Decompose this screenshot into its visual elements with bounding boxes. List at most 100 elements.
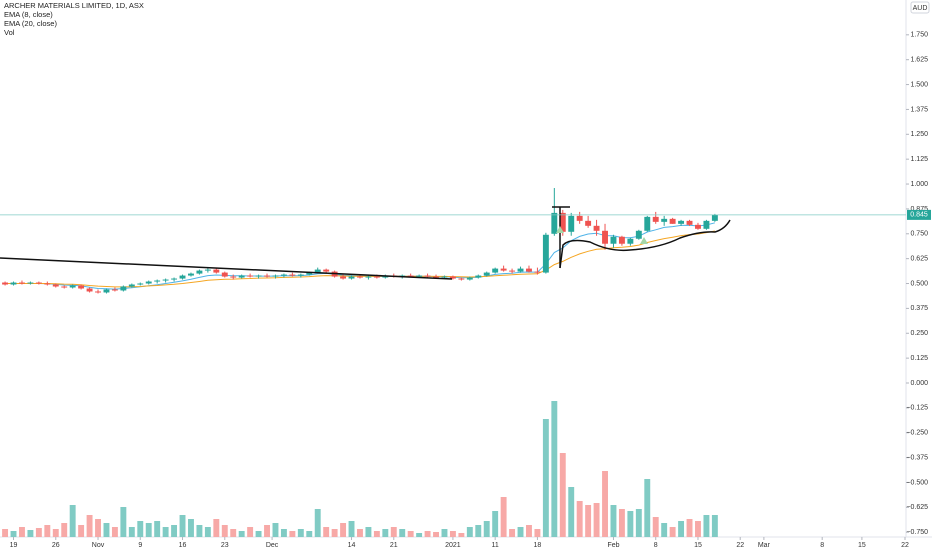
volume-bar	[357, 529, 363, 537]
volume-bar	[576, 501, 583, 537]
volume-bar	[120, 507, 127, 537]
y-tick-label: 1.375	[910, 106, 928, 113]
candle-body	[695, 224, 701, 229]
x-tick-label: Nov	[92, 542, 105, 549]
candle-body	[188, 273, 194, 276]
volume-bar	[2, 529, 9, 537]
candle-body	[162, 279, 169, 281]
candle-body	[204, 269, 211, 271]
legend-ema20: EMA (20, close)	[4, 19, 57, 28]
volume-bar	[27, 530, 34, 537]
volume-bar	[179, 515, 186, 537]
volume-bar	[509, 529, 516, 537]
volume-bar	[449, 531, 456, 537]
volume-bar	[678, 521, 685, 537]
candle-body	[10, 282, 17, 285]
x-tick-label: 9	[138, 542, 142, 549]
candle-body	[2, 282, 9, 285]
candle-body	[483, 272, 490, 276]
volume-bar	[162, 527, 169, 537]
volume-bar	[213, 519, 220, 537]
x-tick-label: 15	[858, 542, 866, 549]
candle-body	[213, 269, 220, 273]
volume-bar	[593, 503, 600, 537]
volume-bar	[297, 529, 304, 537]
volume-bar	[95, 519, 101, 537]
volume-bar	[466, 527, 473, 537]
y-tick-label: −0.500	[906, 479, 928, 486]
y-tick-label: 0.750	[910, 231, 928, 238]
volume-bar	[517, 527, 524, 537]
volume-bar	[373, 531, 380, 537]
candle-body	[585, 220, 592, 226]
y-tick-label: 0.500	[910, 280, 928, 287]
candle-body	[407, 275, 414, 277]
x-tick-label: 19	[10, 542, 18, 549]
cup-drawing	[559, 219, 731, 269]
volume-bar	[695, 521, 701, 537]
candle-body	[238, 275, 245, 278]
candle-body	[416, 275, 423, 277]
y-tick-label: 0.875	[910, 206, 928, 213]
candle-body	[297, 274, 304, 276]
volume-bar	[407, 531, 414, 537]
volume-bar	[340, 523, 347, 537]
candle-body	[618, 236, 625, 244]
volume-bar	[272, 523, 279, 537]
candle-body	[542, 234, 549, 273]
candle-body	[306, 272, 313, 275]
candle-body	[517, 268, 524, 272]
candle-body	[221, 272, 228, 277]
y-tick-label: 0.250	[910, 330, 928, 337]
volume-bar	[492, 511, 499, 537]
volume-bar	[585, 505, 592, 537]
candle-body	[475, 275, 482, 278]
candle-body	[289, 274, 296, 276]
volume-bar	[526, 525, 532, 537]
volume-bar	[365, 527, 372, 537]
volume-bar	[399, 529, 406, 537]
y-tick-label: 0.000	[910, 380, 928, 387]
x-tick-label: Feb	[607, 542, 619, 549]
bracket-drawing	[552, 206, 570, 268]
volume-bar	[669, 527, 676, 537]
candle-body	[314, 269, 321, 273]
candle-body	[593, 225, 600, 231]
volume-bar	[103, 523, 110, 537]
x-tick-label: 8	[820, 542, 824, 549]
volume-bar	[264, 525, 270, 537]
candle-body	[433, 276, 439, 278]
trend-line-drawing	[0, 257, 453, 280]
candle-body	[644, 216, 651, 231]
x-tick-label: 8	[654, 542, 658, 549]
currency-box[interactable]	[910, 1, 930, 14]
candle-body	[568, 215, 575, 232]
volume-bar	[458, 533, 465, 537]
y-tick-label: 1.250	[910, 131, 928, 138]
candle-body	[669, 218, 676, 224]
candle-body	[509, 270, 516, 272]
last-price-label: 0.845	[910, 212, 928, 219]
candle-body	[264, 275, 270, 277]
currency: AUD	[913, 5, 928, 12]
volume-bar	[188, 519, 194, 537]
candle-body	[652, 216, 659, 222]
volume-bar	[128, 527, 135, 537]
candle-body	[576, 215, 583, 221]
candle-body	[19, 282, 25, 284]
y-tick-label: 1.500	[910, 81, 928, 88]
volume-bar	[475, 525, 482, 537]
candle-body	[196, 270, 203, 274]
candle-body	[686, 220, 693, 225]
volume-bar	[627, 511, 634, 537]
volume-bar	[348, 521, 355, 537]
candle-body	[145, 281, 152, 284]
volume-bar	[145, 523, 152, 537]
candle-body	[610, 236, 617, 244]
candle-body	[365, 276, 372, 278]
candle-body	[340, 276, 347, 279]
volume-bar	[204, 527, 211, 537]
volume-bar	[69, 505, 76, 537]
volume-bar	[542, 419, 549, 537]
